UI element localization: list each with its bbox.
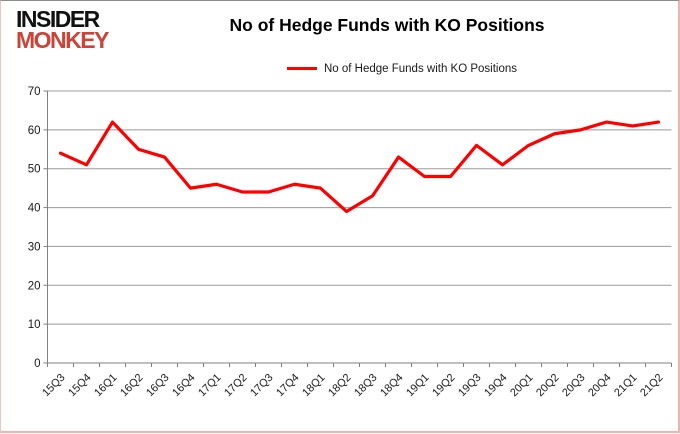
x-tick-label: 20Q1 — [508, 372, 536, 400]
legend-line-swatch — [286, 67, 317, 70]
x-tick-label: 17Q3 — [248, 372, 276, 400]
x-tick-label: 21Q1 — [612, 372, 640, 400]
x-tick-label: 19Q3 — [456, 372, 484, 400]
insider-monkey-logo: INSIDER MONKEY — [16, 6, 109, 54]
logo-line-insider: INSIDER — [16, 6, 100, 32]
chart-legend: No of Hedge Funds with KO Positions — [126, 57, 678, 75]
chart-title: No of Hedge Funds with KO Positions — [229, 15, 545, 35]
x-tick-label: 18Q2 — [326, 372, 354, 400]
x-tick-label: 19Q1 — [404, 372, 432, 400]
x-tick-label: 17Q1 — [196, 372, 224, 400]
x-tick-label: 21Q2 — [638, 372, 666, 400]
x-tick-label: 16Q3 — [144, 372, 172, 400]
y-tick-label: 20 — [28, 280, 41, 292]
y-tick-label: 50 — [28, 164, 41, 176]
x-tick-label: 19Q2 — [430, 372, 458, 400]
logo-line-monkey: MONKEY — [16, 27, 109, 54]
x-tick-label: 16Q2 — [118, 372, 146, 400]
x-tick-label: 15Q4 — [66, 372, 94, 400]
x-tick-label: 20Q4 — [586, 372, 614, 400]
x-tick-label: 16Q4 — [170, 372, 198, 400]
y-tick-label: 40 — [28, 203, 41, 215]
y-tick-label: 60 — [28, 125, 41, 137]
y-tick-label: 70 — [28, 86, 41, 98]
y-tick-label: 30 — [28, 241, 41, 253]
x-tick-label: 20Q3 — [560, 372, 588, 400]
x-tick-label: 20Q2 — [534, 372, 562, 400]
x-tick-label: 16Q1 — [92, 372, 120, 400]
legend-label: No of Hedge Funds with KO Positions — [323, 62, 518, 75]
x-tick-label: 15Q3 — [40, 372, 68, 400]
x-tick-label: 18Q1 — [300, 372, 328, 400]
series-line-0 — [58, 120, 661, 214]
x-tick-label: 19Q4 — [482, 372, 510, 400]
y-tick-label: 0 — [34, 358, 40, 370]
x-tick-label: 18Q4 — [378, 372, 406, 400]
x-tick-label: 18Q3 — [352, 372, 380, 400]
y-tick-label: 10 — [28, 319, 41, 331]
x-tick-label: 17Q2 — [222, 372, 250, 400]
x-tick-label: 17Q4 — [274, 372, 302, 400]
line-chart: 01020304050607015Q315Q416Q116Q216Q316Q41… — [28, 86, 672, 400]
